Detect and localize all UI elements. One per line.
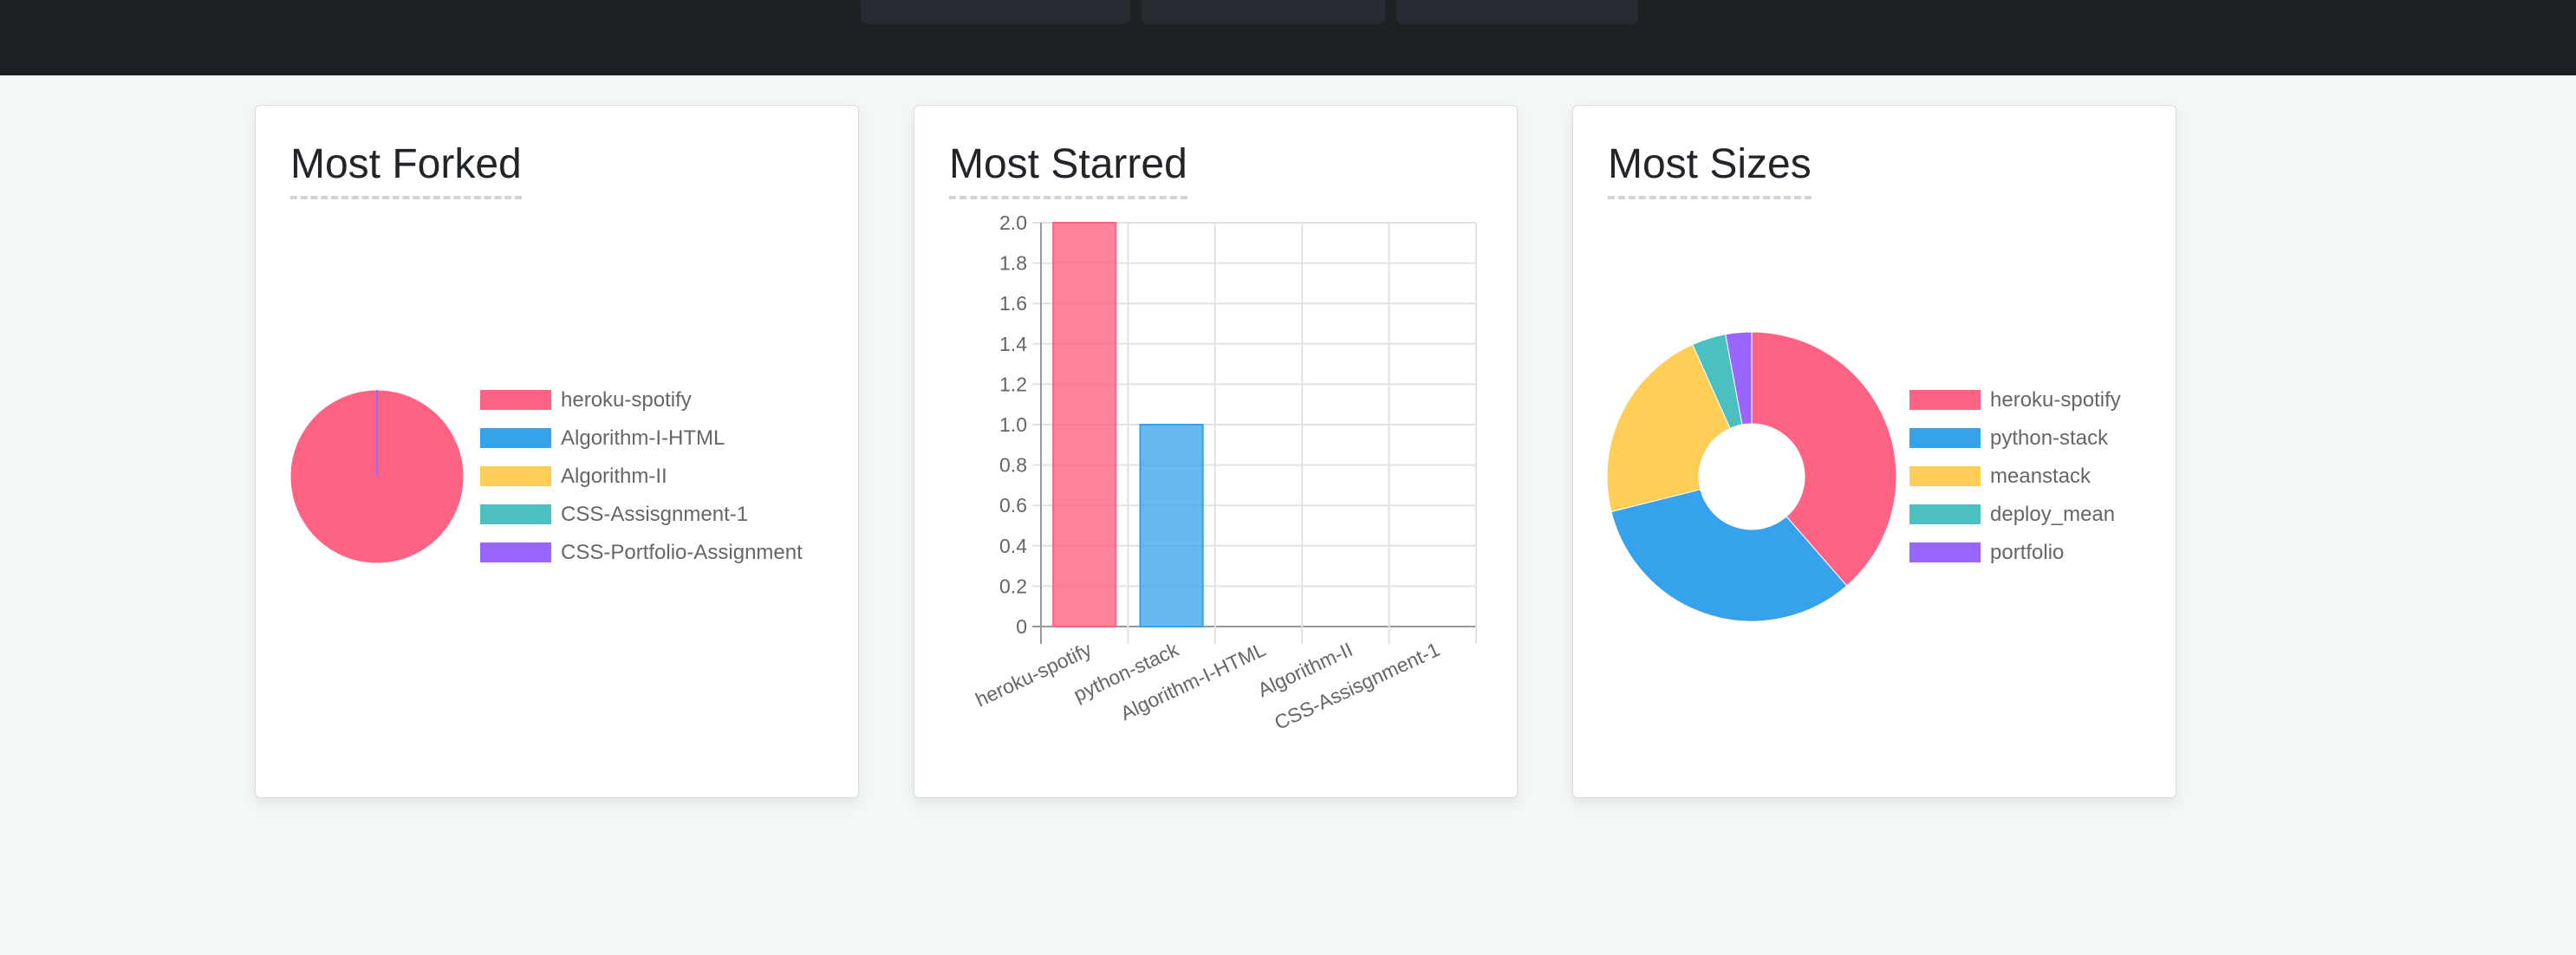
bar — [1052, 222, 1117, 627]
y-tick-label: 0.6 — [999, 494, 1027, 516]
top-navbar — [0, 0, 2576, 75]
pie-slice — [1751, 331, 1897, 587]
pie-slice — [1725, 331, 1753, 426]
legend-label: python-stack — [1990, 426, 2109, 450]
y-tick-label: 1.4 — [999, 333, 1027, 355]
y-tick-label: 1.6 — [999, 292, 1027, 315]
most-forked-card: heroku-spotify Algorithm-I-HTML Algorithm-… — [255, 105, 859, 798]
y-tick-label: 0.4 — [999, 535, 1027, 557]
pie-slice — [1610, 489, 1848, 622]
most-forked-pie-chart: heroku-spotify Algorithm-I-HTML Algorithm-… — [289, 388, 803, 564]
legend-swatch — [480, 428, 551, 448]
y-tick-label: 1.2 — [999, 373, 1027, 395]
most-starred-bar-chart: 00.20.40.60.81.01.21.41.61.82.0heroku-sp… — [972, 211, 1477, 734]
nav-button[interactable] — [861, 0, 1130, 24]
y-tick-label: 1.0 — [999, 413, 1027, 436]
card-title: Most Forked — [290, 140, 522, 199]
y-tick-label: 0 — [1016, 615, 1027, 638]
legend-swatch — [480, 390, 551, 410]
card-title: Most Starred — [949, 140, 1187, 199]
bar — [1139, 424, 1204, 627]
x-tick-label: Algorithm-I-HTML — [1117, 638, 1270, 724]
nav-button[interactable] — [1396, 0, 1638, 24]
legend-label: CSS-Assisgnment-1 — [561, 503, 748, 526]
legend-swatch — [480, 542, 551, 562]
y-tick-label: 0.2 — [999, 575, 1027, 597]
legend-swatch — [1909, 428, 1981, 448]
legend-label: heroku-spotify — [1990, 388, 2121, 412]
legend-label: portfolio — [1990, 541, 2064, 564]
legend-swatch — [480, 504, 551, 524]
legend-label: deploy_mean — [1990, 503, 2115, 526]
legend-swatch — [1909, 466, 1981, 486]
pie-slice — [1606, 343, 1731, 513]
legend-label: heroku-spotify — [561, 388, 692, 412]
legend-label: meanstack — [1990, 465, 2091, 488]
y-tick-label: 1.8 — [999, 252, 1027, 275]
card-title: Most Sizes — [1608, 140, 1812, 199]
y-tick-label: 2.0 — [999, 211, 1027, 234]
legend-label: Algorithm-II — [561, 465, 667, 488]
legend-swatch — [1909, 390, 1981, 410]
legend-swatch — [1909, 504, 1981, 524]
most-sizes-card: heroku-spotify python-stack meanstack deplo… — [1572, 105, 2176, 798]
x-tick-label: CSS-Assisgnment-1 — [1271, 638, 1443, 734]
legend-swatch — [480, 466, 551, 486]
most-starred-card: 0 0.2 0.4 0.6 0.8 1.0 1.2 1.4 1.6 1.8 2.0 heroku-sp… — [914, 105, 1518, 798]
nav-button[interactable] — [1142, 0, 1385, 24]
legend-label: Algorithm-I-HTML — [561, 426, 725, 450]
legend-swatch — [1909, 542, 1981, 562]
y-tick-label: 0.8 — [999, 454, 1027, 477]
most-sizes-doughnut-chart: heroku-spotify python-stack meanstack deplo… — [1606, 331, 2121, 622]
legend-label: CSS-Portfolio-Assignment — [561, 541, 803, 564]
